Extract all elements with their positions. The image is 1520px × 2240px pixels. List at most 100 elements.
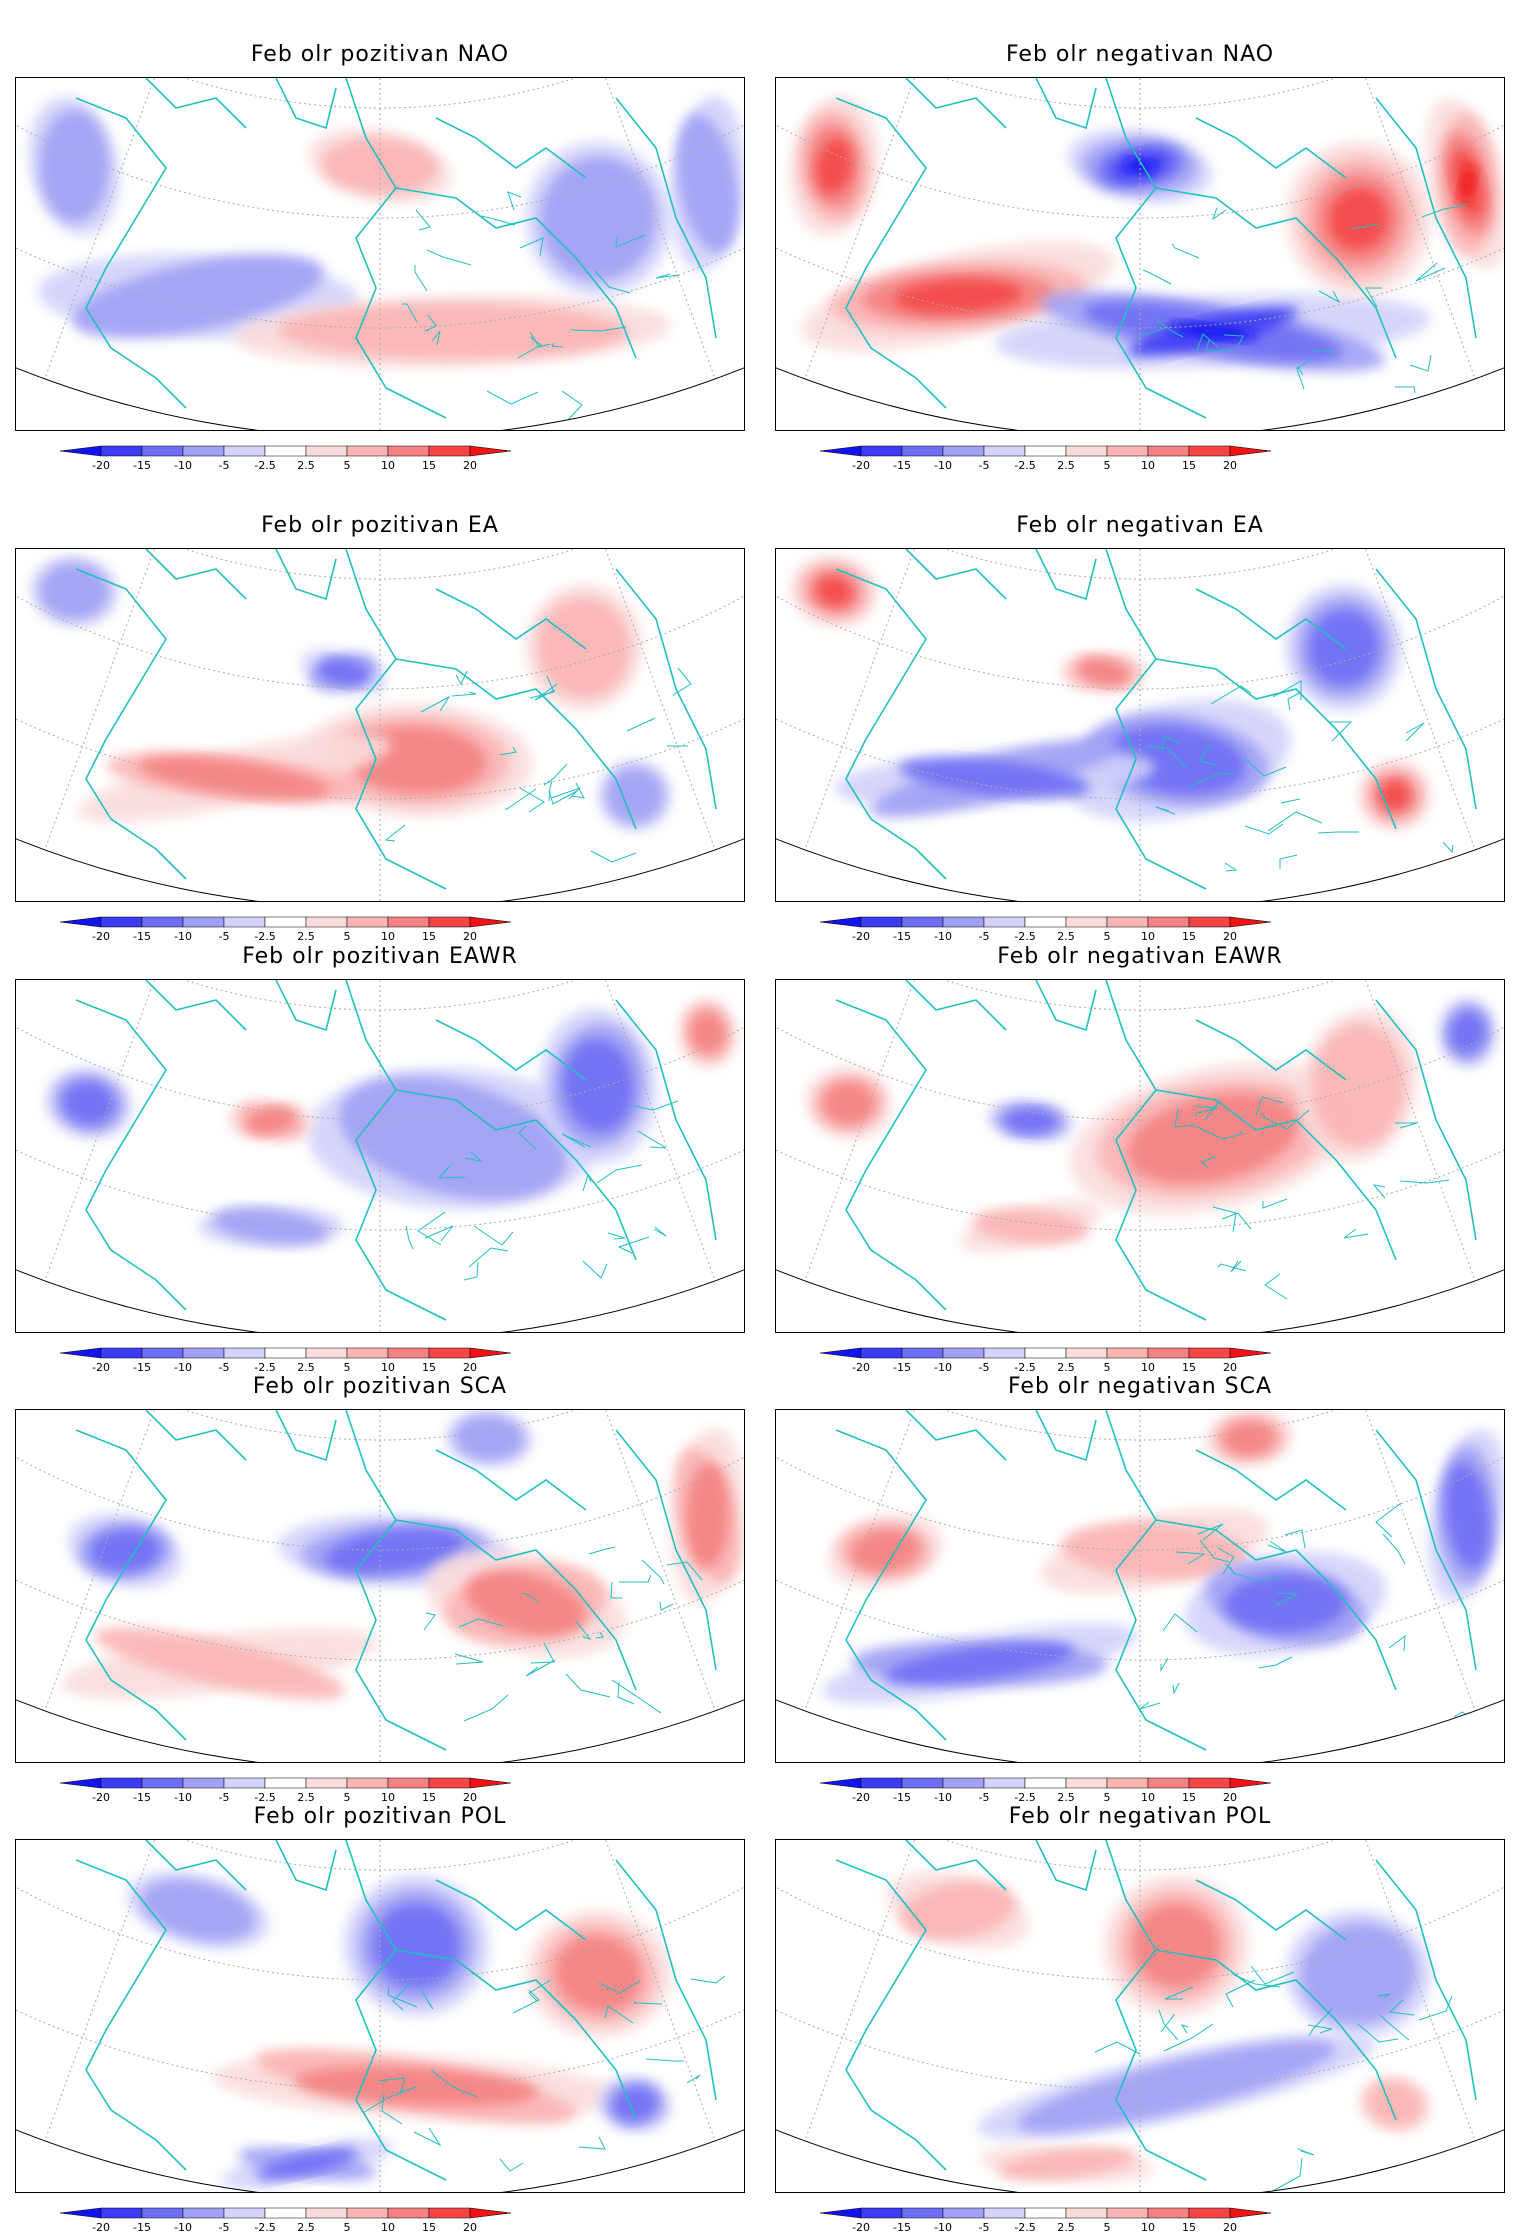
- map-frame: [15, 548, 745, 902]
- colorbar-box: [223, 1777, 266, 1789]
- colorbar-box: [983, 445, 1026, 457]
- colorbar-box: [387, 1777, 430, 1789]
- positive-anomaly-area: [1311, 1023, 1406, 1148]
- colorbar-box: [983, 1347, 1026, 1359]
- colorbar-tick-label: 15: [1182, 1791, 1196, 1804]
- colorbar-tick-label: -10: [934, 930, 952, 943]
- colorbar-tick-label: -5: [219, 1361, 230, 1374]
- colorbar-box: [1024, 1347, 1067, 1359]
- colorbar-box: [182, 1777, 225, 1789]
- colorbar-box: [387, 2207, 430, 2219]
- colorbar-box: [387, 445, 430, 457]
- coastline-overlay: [835, 549, 1477, 890]
- panel-title: Feb olr pozitivan NAO: [250, 42, 510, 67]
- colorbar-tick-label: 15: [1182, 930, 1196, 943]
- colorbar-tick-label: 20: [1223, 2221, 1237, 2234]
- colorbar-box: [901, 2207, 944, 2219]
- colorbar-box: [983, 916, 1026, 928]
- colorbar-tick-label: -5: [219, 1791, 230, 1804]
- colorbar-box: [1147, 916, 1190, 928]
- map-frame: [15, 77, 745, 431]
- coastline-overlay: [835, 1840, 1477, 2192]
- colorbar-box: [1024, 1777, 1067, 1789]
- colorbar-box: [1188, 1777, 1231, 1789]
- map-frame: [775, 979, 1505, 1333]
- anomaly-map: [776, 980, 1504, 1332]
- negative-anomaly-area: [339, 1076, 567, 1201]
- positive-anomaly-area: [972, 1208, 1089, 1244]
- map-frame: [775, 1409, 1505, 1763]
- colorbar-box: [387, 916, 430, 928]
- colorbar: -20 -15 -10 -5 -2.5 2.5 5 10 15 20: [819, 444, 1280, 478]
- colorbar-tick-label: -2.5: [254, 1791, 275, 1804]
- colorbar-tick-label: 2.5: [1057, 1361, 1075, 1374]
- anomaly-field: [776, 549, 1504, 901]
- colorbar-box: [1106, 1347, 1149, 1359]
- panel-title: Feb olr pozitivan EAWR: [242, 944, 518, 969]
- colorbar-box: [305, 1347, 348, 1359]
- colorbar-tick-label: 5: [344, 2221, 351, 2234]
- colorbar-box: [264, 2207, 307, 2219]
- colorbar-arrow-high: [469, 916, 512, 928]
- colorbar-box: [264, 916, 307, 928]
- colorbar-box: [983, 2207, 1026, 2219]
- colorbar-tick-label: -15: [893, 1361, 911, 1374]
- colorbar-box: [860, 916, 903, 928]
- colorbar: -20 -15 -10 -5 -2.5 2.5 5 10 15 20: [819, 2206, 1280, 2240]
- colorbar-arrow-low: [819, 445, 862, 457]
- colorbar-box: [1188, 1347, 1231, 1359]
- colorbar-tick-label: -5: [219, 930, 230, 943]
- colorbar-box: [305, 1777, 348, 1789]
- colorbar-tick-label: -5: [219, 459, 230, 472]
- negative-anomaly-area: [540, 156, 657, 281]
- coastline-overlay: [75, 1410, 717, 1751]
- colorbar-box: [1188, 445, 1231, 457]
- colorbar-tick-label: 5: [344, 1361, 351, 1374]
- positive-anomaly-area: [690, 1011, 726, 1054]
- anomaly-map: [776, 549, 1504, 901]
- colorbar-tick-label: 15: [422, 1791, 436, 1804]
- colorbar-tick-label: 5: [1104, 459, 1111, 472]
- negative-anomaly-area: [72, 254, 324, 339]
- panel-title: Feb olr pozitivan EA: [261, 513, 499, 538]
- colorbar-arrow-high: [469, 2207, 512, 2219]
- colorbar-box: [100, 445, 143, 457]
- colorbar-box: [1147, 2207, 1190, 2219]
- negative-anomaly-area: [1125, 158, 1155, 174]
- colorbar-tick-label: -15: [893, 930, 911, 943]
- colorbar-tick-label: -20: [92, 1791, 110, 1804]
- colorbar-box: [223, 916, 266, 928]
- colorbar-tick-label: -10: [934, 1791, 952, 1804]
- colorbar-box: [346, 1347, 389, 1359]
- colorbar: -20 -15 -10 -5 -2.5 2.5 5 10 15 20: [819, 915, 1280, 949]
- colorbar-tick-label: 15: [422, 1361, 436, 1374]
- colorbar-tick-label: 5: [1104, 2221, 1111, 2234]
- colorbar-arrow-low: [59, 445, 102, 457]
- anomaly-map: [776, 78, 1504, 430]
- colorbar-arrow-high: [1229, 2207, 1272, 2219]
- anomaly-field: [776, 1840, 1504, 2192]
- colorbar-box: [141, 1777, 184, 1789]
- map-frame: [15, 979, 745, 1333]
- positive-anomaly-area: [1365, 2081, 1424, 2127]
- colorbar-tick-label: -10: [174, 459, 192, 472]
- colorbar-arrow-high: [469, 445, 512, 457]
- panel-title: Feb olr pozitivan SCA: [252, 1374, 508, 1399]
- colorbar-box: [1106, 2207, 1149, 2219]
- negative-anomaly-area: [1300, 1922, 1417, 2025]
- colorbar-arrow-low: [59, 1347, 102, 1359]
- colorbar-tick-label: 2.5: [297, 2221, 315, 2234]
- colorbar: -20 -15 -10 -5 -2.5 2.5 5 10 15 20: [819, 1346, 1280, 1380]
- negative-anomaly-area: [62, 1081, 115, 1125]
- positive-anomaly-area: [555, 1935, 642, 2013]
- anomaly-map: [776, 1840, 1504, 2192]
- colorbar-box: [100, 1777, 143, 1789]
- negative-anomaly-area: [39, 109, 110, 223]
- colorbar-tick-label: -5: [979, 1361, 990, 1374]
- colorbar-box: [1065, 1777, 1108, 1789]
- colorbar-box: [100, 1347, 143, 1359]
- negative-anomaly-area: [454, 1415, 525, 1461]
- colorbar-tick-label: -2.5: [1014, 1791, 1035, 1804]
- colorbar-box: [901, 1777, 944, 1789]
- coastline-overlay: [835, 78, 1477, 419]
